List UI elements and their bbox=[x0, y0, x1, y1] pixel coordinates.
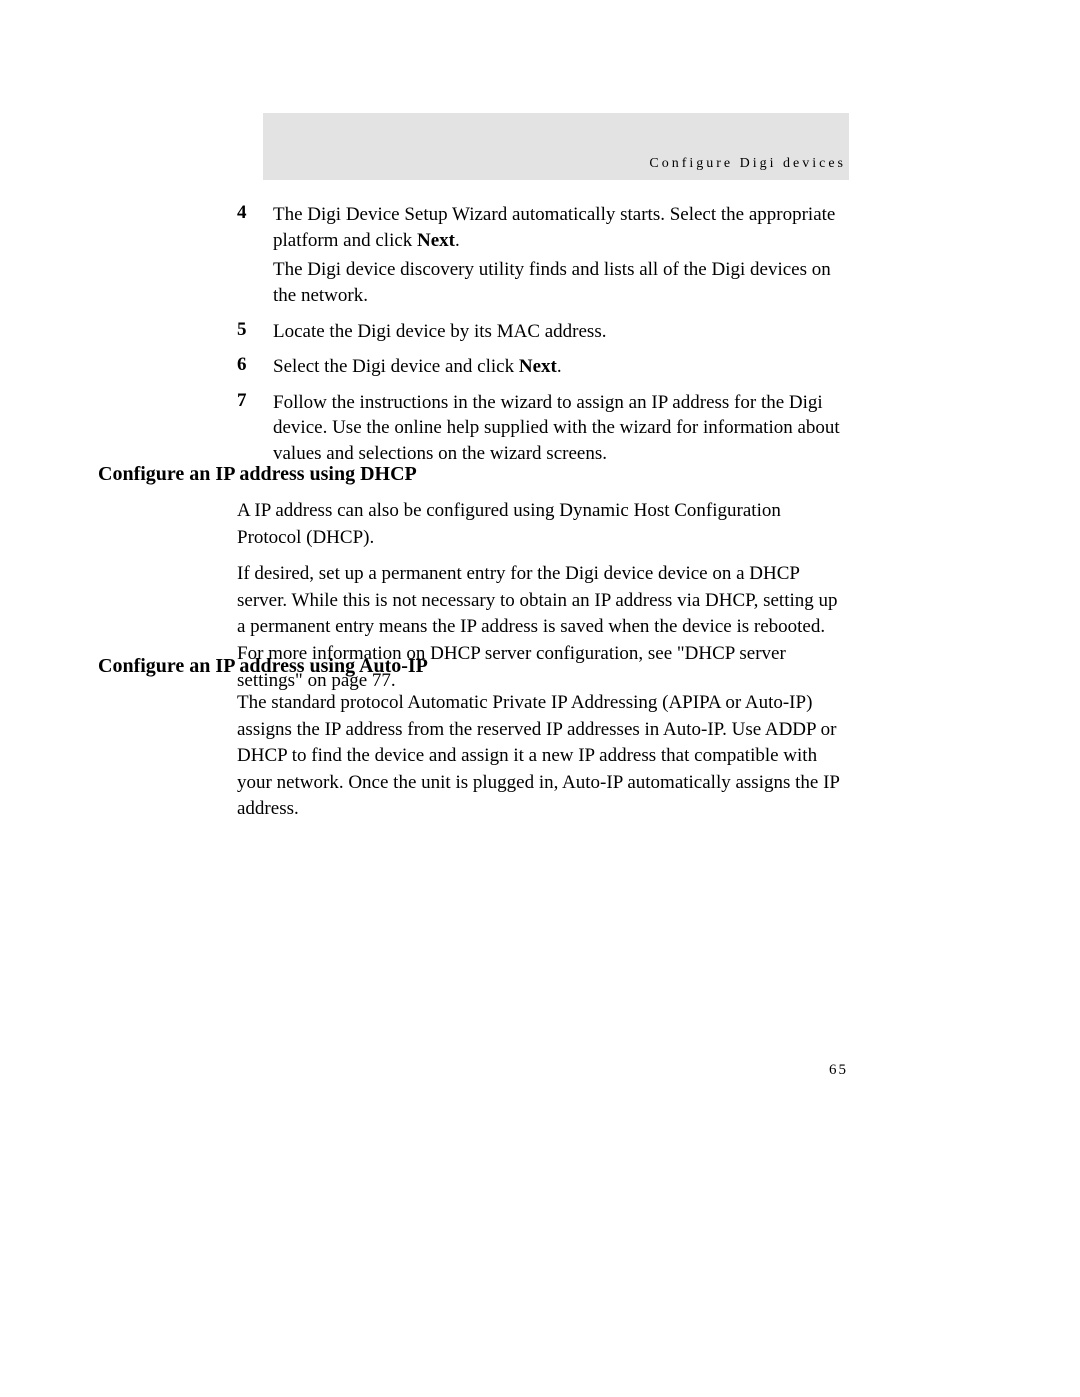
step-7: 7 Follow the instructions in the wizard … bbox=[237, 390, 849, 467]
section-heading-autoip: Configure an IP address using Auto-IP bbox=[98, 655, 428, 678]
paragraph: A IP address can also be configured usin… bbox=[237, 498, 849, 551]
bold-text: Next bbox=[417, 230, 455, 251]
running-head: Configure Digi devices bbox=[649, 156, 846, 172]
text-fragment: Select the Digi device and click bbox=[273, 356, 519, 377]
numbered-list: 4 The Digi Device Setup Wizard automatic… bbox=[237, 202, 849, 477]
text-fragment: . bbox=[557, 356, 562, 377]
step-text: Locate the Digi device by its MAC addres… bbox=[273, 319, 849, 345]
bold-text: Next bbox=[519, 356, 557, 377]
step-5: 5 Locate the Digi device by its MAC addr… bbox=[237, 319, 849, 345]
step-number: 7 bbox=[237, 390, 273, 467]
paragraph: The standard protocol Automatic Private … bbox=[237, 690, 849, 823]
step-number: 6 bbox=[237, 354, 273, 380]
step-number: 4 bbox=[237, 202, 273, 309]
text-fragment: The Digi Device Setup Wizard automatical… bbox=[273, 204, 835, 251]
step-text: Follow the instructions in the wizard to… bbox=[273, 390, 849, 467]
page-number: 65 bbox=[829, 1062, 848, 1079]
step-6: 6 Select the Digi device and click Next. bbox=[237, 354, 849, 380]
text-fragment: . bbox=[455, 230, 460, 251]
step-4: 4 The Digi Device Setup Wizard automatic… bbox=[237, 202, 849, 309]
text-fragment: The Digi device discovery utility finds … bbox=[273, 257, 849, 308]
section-body-autoip: The standard protocol Automatic Private … bbox=[237, 690, 849, 833]
section-heading-dhcp: Configure an IP address using DHCP bbox=[98, 463, 417, 486]
step-text: Select the Digi device and click Next. bbox=[273, 354, 849, 380]
step-text: The Digi Device Setup Wizard automatical… bbox=[273, 202, 849, 309]
step-number: 5 bbox=[237, 319, 273, 345]
